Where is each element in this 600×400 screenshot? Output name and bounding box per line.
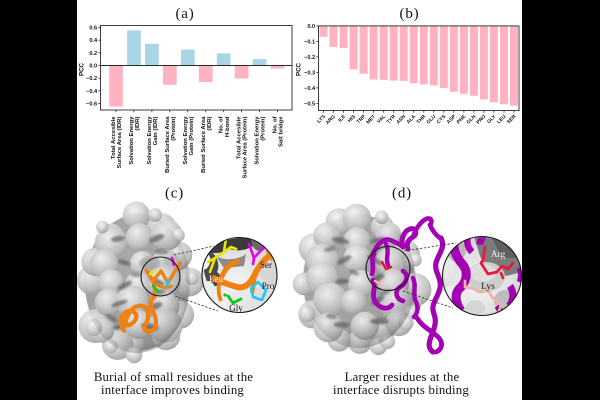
svg-text:Solvation Energy: Solvation Energy <box>129 116 135 165</box>
svg-text:Solvation Energy: Solvation Energy <box>147 116 153 165</box>
svg-text:−0.5: −0.5 <box>304 101 315 107</box>
svg-text:Lys: Lys <box>481 282 495 292</box>
svg-text:ILE: ILE <box>337 113 347 123</box>
svg-text:PHE: PHE <box>456 113 468 125</box>
svg-text:0.6: 0.6 <box>89 26 97 32</box>
svg-text:Larger residues at the: Larger residues at the <box>345 370 460 384</box>
svg-text:GLN: GLN <box>466 114 478 126</box>
svg-text:LEU: LEU <box>496 114 508 126</box>
svg-text:−0.2: −0.2 <box>86 76 97 82</box>
svg-text:(Protein): (Protein) <box>261 116 267 140</box>
svg-text:Gly: Gly <box>229 303 243 313</box>
svg-text:Ser: Ser <box>260 260 272 270</box>
svg-text:GLU: GLU <box>426 114 438 126</box>
svg-text:Gain (IDR): Gain (IDR) <box>153 116 159 145</box>
svg-text:Arg: Arg <box>491 250 506 260</box>
svg-text:(Protein): (Protein) <box>171 116 177 140</box>
svg-text:Buried Surface Area: Buried Surface Area <box>201 116 207 173</box>
svg-text:−0.1: −0.1 <box>304 39 315 45</box>
svg-text:Surface Area (Protein): Surface Area (Protein) <box>243 116 249 178</box>
svg-text:PCC: PCC <box>79 62 86 76</box>
svg-text:Gain (Protein): Gain (Protein) <box>189 116 195 155</box>
svg-text:−0.6: −0.6 <box>86 102 97 108</box>
svg-text:−0.4: −0.4 <box>86 89 98 95</box>
svg-text:(a): (a) <box>175 6 194 22</box>
svg-text:−0.2: −0.2 <box>304 55 315 61</box>
svg-text:(c): (c) <box>165 186 184 202</box>
svg-text:interface improves binding: interface improves binding <box>101 383 244 397</box>
svg-text:0.4: 0.4 <box>89 38 98 44</box>
svg-text:Pro: Pro <box>262 281 275 291</box>
svg-text:0.0: 0.0 <box>89 64 97 70</box>
svg-text:Surface Area (IDR): Surface Area (IDR) <box>117 116 123 168</box>
svg-text:0.2: 0.2 <box>89 51 97 57</box>
svg-text:VAL: VAL <box>376 114 387 125</box>
svg-text:−0.3: −0.3 <box>304 70 315 76</box>
svg-text:GLY: GLY <box>486 113 498 125</box>
svg-text:(IDR): (IDR) <box>207 116 213 130</box>
svg-text:Buried Surface Area: Buried Surface Area <box>165 116 171 173</box>
svg-text:(b): (b) <box>400 6 420 22</box>
svg-text:interface disrupts binding: interface disrupts binding <box>333 383 469 397</box>
svg-text:THR: THR <box>416 114 428 126</box>
svg-text:(IDR): (IDR) <box>135 116 141 130</box>
svg-text:PCC: PCC <box>296 62 303 76</box>
svg-text:No. of: No. of <box>219 116 225 133</box>
svg-text:H-bond: H-bond <box>225 116 231 137</box>
svg-text:LYS: LYS <box>316 113 327 124</box>
svg-text:TRP: TRP <box>356 113 368 125</box>
svg-text:ASP: ASP <box>446 113 458 125</box>
svg-text:Solvation Energy: Solvation Energy <box>255 116 261 165</box>
svg-text:−0.4: −0.4 <box>304 86 316 92</box>
svg-text:MET: MET <box>365 114 377 126</box>
svg-text:PRO: PRO <box>475 114 487 126</box>
svg-text:ALA: ALA <box>406 114 418 126</box>
svg-text:SER: SER <box>506 114 518 126</box>
svg-text:CYS: CYS <box>436 113 448 125</box>
svg-text:Total Accesible: Total Accesible <box>237 116 243 159</box>
svg-text:TYR: TYR <box>386 114 398 126</box>
svg-text:Salt bridge: Salt bridge <box>279 116 285 147</box>
svg-text:Total Accesible: Total Accesible <box>111 116 117 159</box>
svg-text:HIS: HIS <box>347 113 358 124</box>
svg-text:(d): (d) <box>392 186 412 202</box>
svg-text:Leu: Leu <box>209 274 223 284</box>
svg-text:No. of: No. of <box>273 116 279 133</box>
svg-text:0.0: 0.0 <box>307 24 315 30</box>
svg-text:Solvation Energy: Solvation Energy <box>183 116 189 165</box>
svg-text:ASN: ASN <box>395 114 407 126</box>
svg-text:Burial of small residues at th: Burial of small residues at the <box>94 370 253 384</box>
